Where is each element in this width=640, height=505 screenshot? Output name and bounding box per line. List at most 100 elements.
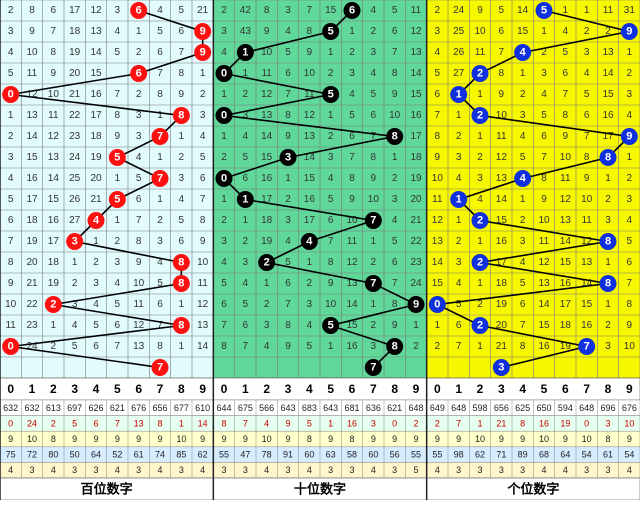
- cell-value: 15: [346, 320, 358, 331]
- cell-value: 3: [221, 236, 227, 247]
- stat-value: 3: [72, 465, 77, 475]
- stat-value: 1: [477, 418, 482, 428]
- stat-value: 55: [219, 450, 229, 460]
- cell-value: 20: [410, 194, 422, 205]
- cell-value: 19: [26, 236, 38, 247]
- stat-value: 3: [499, 465, 504, 475]
- cell-value: 4: [285, 236, 291, 247]
- cell-value: 4: [349, 89, 355, 100]
- cell-value: 23: [26, 320, 38, 331]
- cell-value: 1: [307, 257, 313, 268]
- stat-value: 68: [539, 450, 549, 460]
- cell-value: 9: [541, 194, 547, 205]
- cell-value: 15: [581, 299, 593, 310]
- cell-value: 13: [432, 236, 444, 247]
- stat-value: 8: [307, 434, 312, 444]
- cell-value: 5: [136, 173, 142, 184]
- cell-value: 4: [456, 278, 462, 289]
- cell-value: 2: [264, 299, 270, 310]
- cell-value: 4: [584, 68, 590, 79]
- cell-value: 17: [26, 194, 38, 205]
- stat-value: 9: [200, 434, 205, 444]
- cell-value: 27: [69, 215, 81, 226]
- draw-ball: [599, 275, 617, 292]
- stat-value: 4: [563, 465, 568, 475]
- stat-value: 1: [328, 418, 333, 428]
- cell-value: 6: [243, 173, 249, 184]
- cell-value: 12: [538, 257, 550, 268]
- cell-value: 18: [261, 215, 273, 226]
- cell-value: 10: [389, 110, 401, 121]
- cell-value: 21: [90, 194, 102, 205]
- stat-value: 4: [115, 465, 120, 475]
- cell-value: 14: [496, 194, 508, 205]
- draw-ball: [343, 2, 361, 19]
- stat-value: 4: [8, 465, 13, 475]
- cell-value: 20: [90, 173, 102, 184]
- cell-value: 15: [602, 89, 614, 100]
- cell-value: 10: [474, 26, 486, 37]
- draw-digit: 8: [178, 320, 184, 332]
- stat-value: 9: [371, 434, 376, 444]
- cell-value: 18: [26, 215, 38, 226]
- cell-value: 6: [221, 299, 227, 310]
- cell-value: 2: [8, 131, 14, 142]
- cell-value: 19: [48, 278, 60, 289]
- cell-value: 8: [371, 152, 377, 163]
- stat-value: 7: [456, 418, 461, 428]
- draw-digit: 2: [477, 257, 483, 269]
- stat-value: 649: [430, 403, 445, 413]
- cell-value: 2: [371, 320, 377, 331]
- draw-ball: [450, 86, 468, 103]
- cell-value: 12: [496, 152, 508, 163]
- cell-value: 1: [627, 152, 633, 163]
- cell-value: 8: [499, 68, 505, 79]
- stat-value: 9: [243, 434, 248, 444]
- draw-digit: 4: [306, 236, 313, 248]
- cell-value: 14: [432, 257, 444, 268]
- stat-value: 5: [72, 418, 77, 428]
- cell-value: 16: [90, 89, 102, 100]
- draw-digit: 7: [370, 278, 376, 290]
- cell-value: 1: [8, 110, 14, 121]
- draw-ball: [215, 107, 233, 124]
- cell-value: 2: [157, 215, 163, 226]
- draw-ball: [364, 275, 382, 292]
- cell-value: 1: [456, 215, 462, 226]
- cell-value: 8: [584, 152, 590, 163]
- stat-value: 676: [131, 403, 146, 413]
- draw-ball: [386, 338, 404, 355]
- cell-value: 6: [435, 89, 441, 100]
- cell-value: 9: [264, 26, 270, 37]
- cell-value: 1: [221, 194, 227, 205]
- cell-value: 11: [261, 68, 272, 79]
- draw-ball: [279, 149, 297, 166]
- cell-value: 1: [477, 131, 483, 142]
- digit-header: 4: [306, 382, 313, 396]
- cell-value: 6: [243, 320, 249, 331]
- cell-value: 2: [221, 152, 227, 163]
- cell-value: 1: [157, 194, 163, 205]
- draw-ball: [492, 359, 510, 376]
- cell-value: 1: [563, 5, 569, 16]
- stat-value: 681: [344, 403, 359, 413]
- cell-value: 6: [371, 110, 377, 121]
- stat-value: 6: [93, 418, 98, 428]
- draw-ball: [620, 23, 638, 40]
- stat-value: 19: [560, 418, 570, 428]
- stat-value: 8: [157, 418, 162, 428]
- cell-value: 1: [243, 68, 249, 79]
- cell-value: 5: [157, 26, 163, 37]
- cell-value: 4: [200, 131, 206, 142]
- cell-value: 9: [115, 131, 121, 142]
- stat-value: 7: [243, 418, 248, 428]
- cell-value: 4: [115, 26, 121, 37]
- stat-value: 62: [198, 450, 208, 460]
- stat-value: 16: [347, 418, 357, 428]
- cell-value: 11: [27, 68, 38, 79]
- cell-value: 1: [264, 278, 270, 289]
- cell-value: 24: [69, 152, 81, 163]
- stat-value: 61: [134, 450, 144, 460]
- draw-ball: [2, 338, 20, 355]
- cell-value: 19: [496, 299, 508, 310]
